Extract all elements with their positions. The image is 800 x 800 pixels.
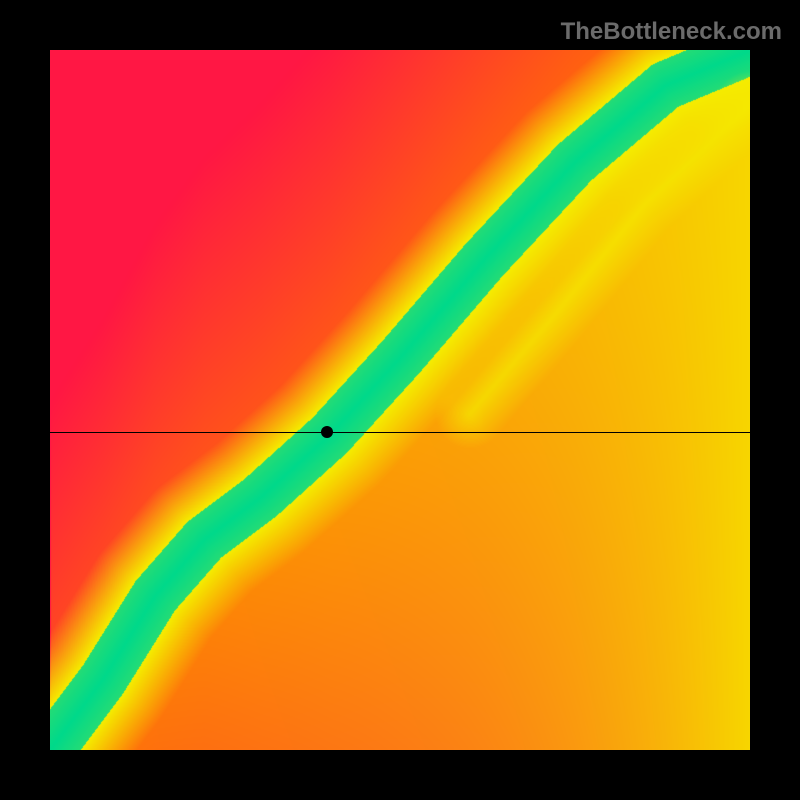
- heatmap-plot-area: [50, 50, 750, 750]
- heatmap-canvas: [50, 50, 750, 750]
- data-point: [321, 426, 333, 438]
- crosshair-horizontal: [50, 432, 750, 433]
- watermark: TheBottleneck.com: [561, 18, 782, 46]
